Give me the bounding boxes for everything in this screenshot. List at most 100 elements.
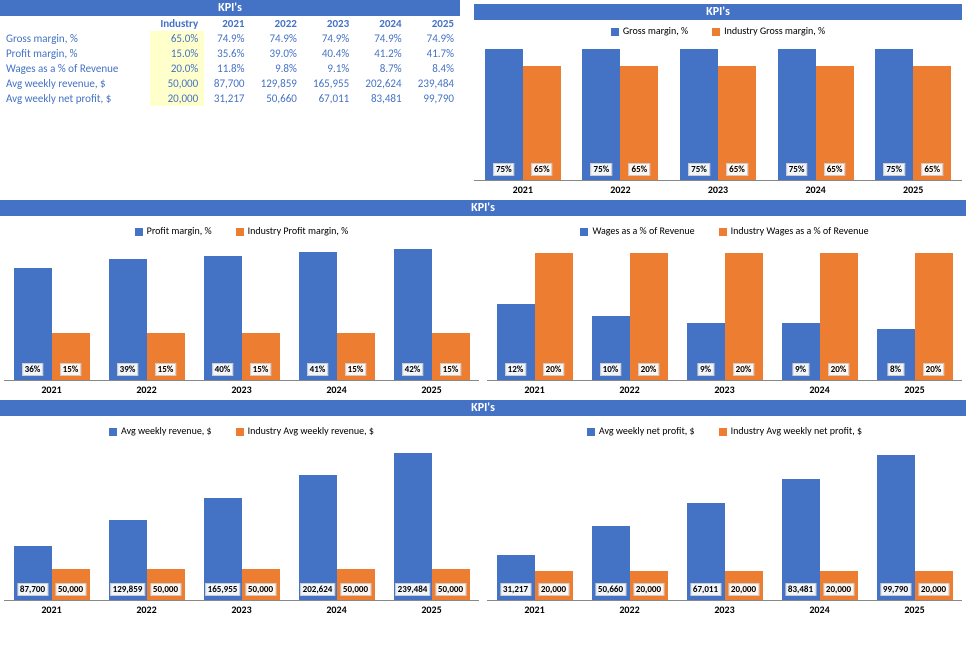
bar-label: 20,000	[538, 583, 569, 596]
bar-group: 129,859 50,000	[99, 520, 194, 600]
industry-val: 50,000	[150, 76, 204, 91]
x-axis: 20212022202320242025	[4, 601, 479, 616]
bar-group: 41%15%	[289, 252, 384, 380]
bar: 65%	[718, 66, 756, 180]
bar-label: 65%	[824, 163, 846, 176]
bar: 8%	[877, 329, 915, 380]
x-tick: 2024	[289, 381, 384, 396]
legend-item: Industry Wages as a % of Revenue	[719, 224, 869, 237]
bar-group: 75% 65%	[864, 49, 962, 180]
bar: 9%	[687, 323, 725, 380]
bar: 239,484	[394, 453, 432, 600]
bar: 75%	[875, 49, 913, 180]
bar-label: 87,700	[17, 583, 48, 596]
year-val: 41.7%	[408, 46, 460, 61]
year-val: 74.9%	[204, 31, 250, 46]
bar-label: 10%	[600, 363, 622, 376]
bar: 83,481	[782, 479, 820, 600]
kpi-table-block: KPI's Industry20212022202320242025 Gross…	[0, 0, 470, 200]
legend-item: Profit margin, %	[135, 224, 212, 237]
bar-group: 42%15%	[384, 249, 479, 380]
kpi-header: KPI's	[0, 400, 966, 416]
year-val: 74.9%	[355, 31, 407, 46]
year-val: 8.4%	[408, 61, 460, 76]
bar-label: 83,481	[785, 583, 816, 596]
year-val: 74.9%	[408, 31, 460, 46]
kpi-header: KPI's	[474, 4, 962, 20]
legend: Avg weekly revenue, $Industry Avg weekly…	[4, 420, 479, 441]
bar-label: 75%	[591, 163, 613, 176]
bar: 20%	[915, 253, 953, 380]
x-tick: 2023	[677, 381, 772, 396]
year-val: 87,700	[204, 76, 250, 91]
bar: 50,000	[52, 569, 90, 600]
x-axis: 20212022202320242025	[474, 181, 962, 196]
x-axis: 20212022202320242025	[487, 381, 962, 396]
legend-item: Industry Gross margin, %	[712, 24, 825, 37]
kpi-header: KPI's	[0, 200, 966, 216]
bar-label: 40%	[212, 363, 234, 376]
year-val: 35.6%	[204, 46, 250, 61]
bar-group: 9%20%	[772, 253, 867, 380]
x-tick: 2024	[289, 601, 384, 616]
year-val: 83,481	[355, 91, 407, 106]
bar-label: 20,000	[728, 583, 759, 596]
bar-label: 15%	[250, 363, 272, 376]
bar-label: 50,000	[55, 583, 86, 596]
bar-group: 10% 20%	[582, 253, 677, 380]
x-tick: 2025	[864, 181, 962, 196]
bar-group: 75% 65%	[572, 49, 670, 180]
year-val: 8.7%	[355, 61, 407, 76]
bar-group: 36%15%	[4, 268, 99, 380]
x-tick: 2022	[99, 381, 194, 396]
bar-label: 75%	[493, 163, 515, 176]
x-tick: 2025	[384, 381, 479, 396]
bar: 75%	[485, 49, 523, 180]
industry-val: 20.0%	[150, 61, 204, 76]
bar: 50,000	[147, 569, 185, 600]
bar-group: 75%65%	[474, 49, 572, 180]
x-axis: 20212022202320242025	[4, 381, 479, 396]
bar-label: 50,660	[595, 583, 626, 596]
legend: Gross margin, %Industry Gross margin, %	[474, 20, 962, 41]
bar: 75%	[680, 49, 718, 180]
industry-val: 20,000	[150, 91, 204, 106]
bar: 20,000	[725, 571, 763, 600]
bar: 75%	[778, 49, 816, 180]
bar-group: 50,660 20,000	[582, 526, 677, 600]
bar-group: 8% 20%	[867, 253, 962, 380]
bar-label: 67,011	[690, 583, 721, 596]
x-tick: 2023	[677, 601, 772, 616]
x-tick: 2023	[194, 381, 289, 396]
bar-label: 50,000	[150, 583, 181, 596]
bar-group: 75% 65%	[767, 49, 865, 180]
bar-label: 65%	[921, 163, 943, 176]
x-tick: 2022	[99, 601, 194, 616]
legend-item: Industry Avg weekly revenue, $	[236, 424, 374, 437]
bar: 20,000	[535, 571, 573, 600]
bar: 202,624	[299, 475, 337, 600]
bar-label: 36%	[22, 363, 44, 376]
x-tick: 2021	[487, 601, 582, 616]
bar-label: 20%	[543, 363, 565, 376]
year-val: 239,484	[408, 76, 460, 91]
bars-row: 12%20%10%20%9%20%9%20%8%20%	[487, 241, 962, 381]
bar-label: 65%	[629, 163, 651, 176]
bar-label: 75%	[786, 163, 808, 176]
bar-label: 129,859	[110, 583, 146, 596]
bar: 36%	[14, 268, 52, 380]
bar-label: 9%	[792, 363, 809, 376]
kpi-header: KPI's	[0, 0, 460, 16]
bar: 41%	[299, 252, 337, 380]
bar: 50,660	[592, 526, 630, 600]
bar: 12%	[497, 304, 535, 380]
x-tick: 2021	[474, 181, 572, 196]
year-val: 74.9%	[303, 31, 355, 46]
bars-row: 36%15%39%15%40%15%41%15%42%15%	[4, 241, 479, 381]
bar: 20%	[630, 253, 668, 380]
bar-label: 15%	[440, 363, 462, 376]
bar: 20,000	[630, 571, 668, 600]
bar-label: 8%	[887, 363, 904, 376]
row-label: Profit margin, %	[0, 46, 150, 61]
bar: 165,955	[204, 498, 242, 600]
